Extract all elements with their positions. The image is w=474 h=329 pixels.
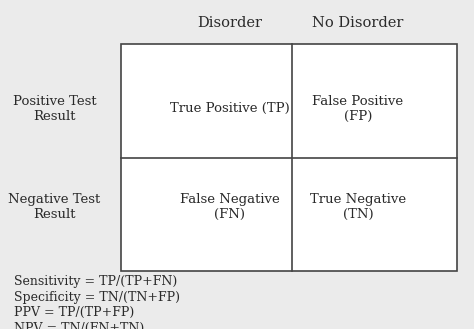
Text: True Negative
(TN): True Negative (TN) (310, 193, 406, 221)
Text: Positive Test
Result: Positive Test Result (13, 94, 96, 123)
Bar (121, 44, 457, 271)
Text: Negative Test
Result: Negative Test Result (9, 193, 100, 221)
Text: False Negative
(FN): False Negative (FN) (180, 193, 280, 221)
Text: Specificity = TN/(TN+FP): Specificity = TN/(TN+FP) (14, 291, 180, 304)
Text: NPV = TN/(FN+TN): NPV = TN/(FN+TN) (14, 322, 145, 329)
Text: False Positive
(FP): False Positive (FP) (312, 94, 403, 123)
Text: Sensitivity = TP/(TP+FN): Sensitivity = TP/(TP+FN) (14, 275, 177, 288)
Text: PPV = TP/(TP+FP): PPV = TP/(TP+FP) (14, 306, 135, 319)
Text: No Disorder: No Disorder (312, 16, 403, 30)
Text: Disorder: Disorder (197, 16, 263, 30)
Text: True Positive (TP): True Positive (TP) (170, 102, 290, 115)
